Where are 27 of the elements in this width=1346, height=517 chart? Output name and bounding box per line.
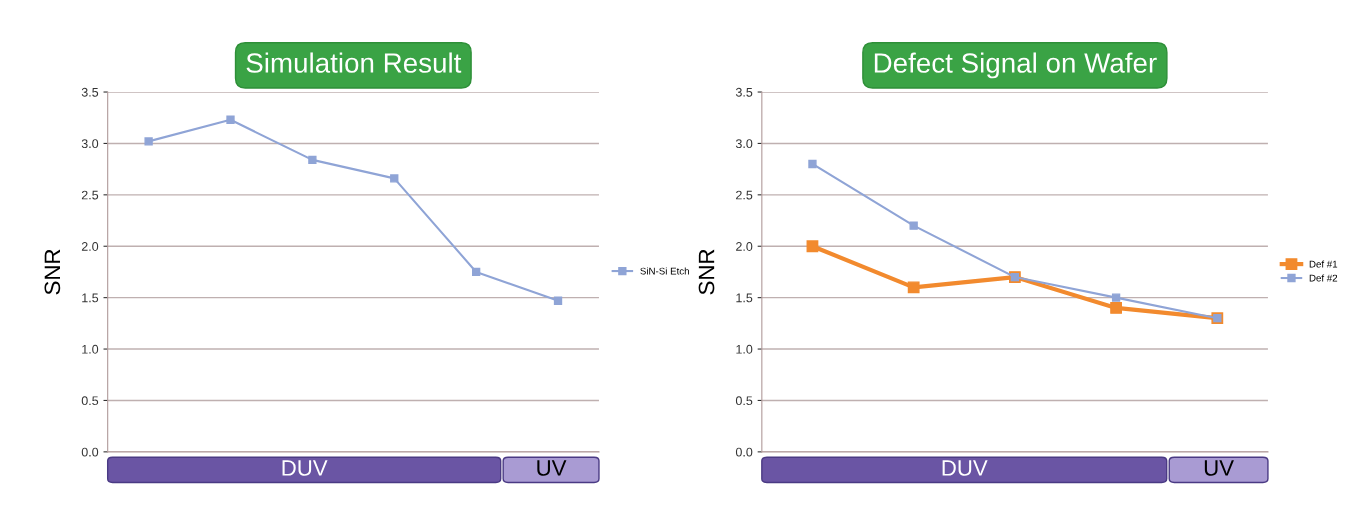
legend-label: SiN-Si Etch xyxy=(640,267,689,275)
y-tick-label: 0.5 xyxy=(735,396,753,406)
y-tick-label: 3.0 xyxy=(735,139,753,149)
y-tick-label: 0.0 xyxy=(735,447,753,457)
chart-title: Defect Signal on Wafer xyxy=(874,52,1157,79)
y-tick-label: 0.0 xyxy=(81,447,99,457)
y-tick-label: 2.5 xyxy=(736,190,753,200)
legend-label: Def #2 xyxy=(1309,274,1338,282)
text: DUV xyxy=(942,460,988,476)
text: DUV xyxy=(282,460,328,476)
y-tick-label: 1.5 xyxy=(736,293,753,303)
y-tick-label: 2.0 xyxy=(81,242,99,251)
y-tick-label: 1.0 xyxy=(82,344,99,354)
y-tick-label: 1.5 xyxy=(82,293,99,303)
y-axis-title: SNR xyxy=(44,249,61,295)
legend-label: Def #1 xyxy=(1309,260,1338,268)
y-tick-label: 3.5 xyxy=(81,87,99,97)
y-tick-label: 0.5 xyxy=(81,396,99,406)
y-tick-label: 2.0 xyxy=(736,242,753,251)
y-tick-label: 3.0 xyxy=(81,139,99,149)
chart-title: Simulation Result xyxy=(246,52,462,73)
y-tick-label: 2.5 xyxy=(81,190,99,200)
y-tick-label: 3.5 xyxy=(735,87,753,97)
text: UV xyxy=(537,460,567,476)
y-tick-label: 1.0 xyxy=(736,344,753,354)
y-axis-title: SNR xyxy=(698,249,715,295)
text: UV xyxy=(1204,460,1234,476)
